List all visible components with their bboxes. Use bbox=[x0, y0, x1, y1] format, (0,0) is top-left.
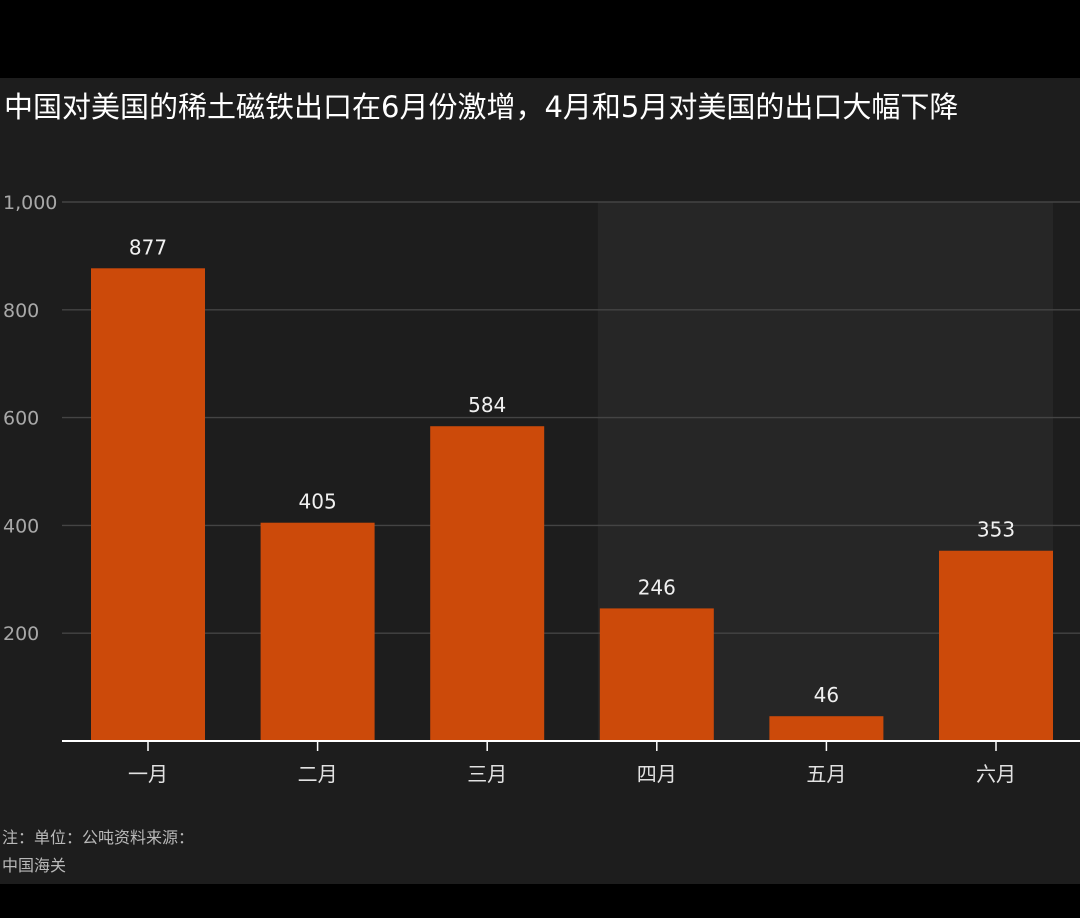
footnote-source-name: 中国海关 bbox=[2, 856, 67, 875]
x-tick-label: 三月 bbox=[467, 762, 507, 786]
chart-panel: 中国对美国的稀土磁铁出口在6月份激增，4月和5月对美国的出口大幅下降 200 40… bbox=[0, 78, 1080, 884]
bar bbox=[939, 550, 1053, 741]
data-label: 584 bbox=[468, 393, 506, 417]
data-label: 405 bbox=[299, 490, 337, 514]
bar bbox=[91, 268, 205, 741]
bar-chart: 200 400 600 800 1,000 877 一月 405 二月 584 三月 246 四月 46 五… bbox=[3, 192, 1080, 786]
bar bbox=[769, 716, 884, 741]
data-label: 353 bbox=[977, 518, 1015, 542]
x-tick-label: 四月 bbox=[637, 762, 677, 786]
y-tick-label: 1,000 bbox=[3, 192, 57, 214]
bar bbox=[599, 608, 714, 741]
x-tick-label: 六月 bbox=[976, 762, 1016, 786]
data-label: 46 bbox=[814, 683, 839, 707]
y-tick-label: 800 bbox=[3, 300, 39, 322]
data-label: 246 bbox=[638, 575, 676, 599]
y-tick-label: 400 bbox=[3, 515, 39, 537]
y-tick-label: 600 bbox=[3, 408, 39, 430]
x-tick-label: 二月 bbox=[298, 762, 338, 786]
x-tick-label: 一月 bbox=[128, 762, 168, 786]
footnote-unit-source: 注：单位：公吨资料来源： bbox=[2, 828, 195, 847]
bar bbox=[260, 522, 375, 741]
x-tick-label: 五月 bbox=[806, 762, 846, 786]
y-tick-label: 200 bbox=[3, 623, 39, 645]
data-label: 877 bbox=[129, 235, 167, 259]
bar bbox=[430, 426, 545, 741]
chart-title: 中国对美国的稀土磁铁出口在6月份激增，4月和5月对美国的出口大幅下降 bbox=[4, 90, 959, 124]
